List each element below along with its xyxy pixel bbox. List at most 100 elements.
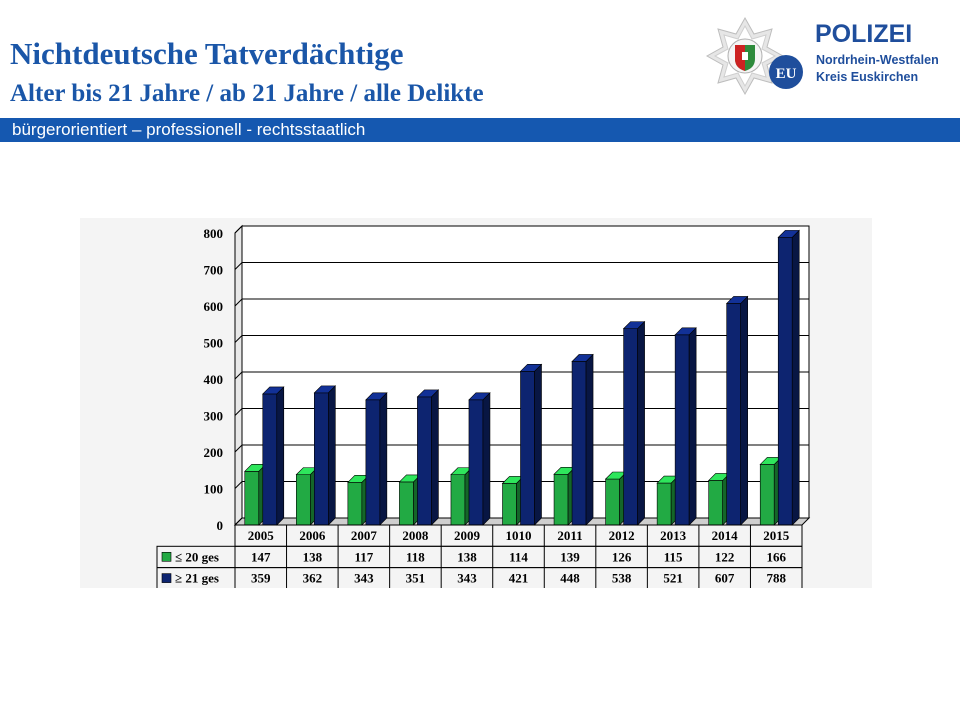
bar-front [571, 361, 587, 526]
bar-side [637, 320, 645, 526]
x-category-label: 2014 [712, 528, 739, 543]
y-tick-label: 300 [204, 409, 224, 424]
bar-side [688, 327, 697, 526]
x-category-label: 2007 [351, 528, 378, 543]
bar-side [328, 385, 336, 526]
y-tick-label: 100 [204, 482, 224, 497]
data-label: 538 [612, 571, 632, 586]
data-label: 138 [303, 549, 323, 564]
page-title: Nichtdeutsche Tatverdächtige [10, 36, 404, 71]
tagline: bürgerorientiert – professionell - recht… [12, 120, 366, 139]
x-category-label: 1010 [506, 528, 532, 543]
data-label: 421 [509, 571, 529, 586]
data-label: 114 [509, 549, 528, 564]
bar-front [605, 478, 620, 526]
bar-front [244, 471, 260, 526]
bar-side [276, 386, 285, 526]
tagline-bar: bürgerorientiert – professionell - recht… [0, 118, 960, 142]
x-category-label: 2005 [248, 528, 274, 543]
police-logo: EU POLIZEI Nordrhein-Westfalen Kreis Eus… [700, 12, 945, 98]
gridline [234, 225, 809, 234]
bar [674, 327, 697, 526]
bar-front [314, 392, 329, 526]
bar [313, 385, 337, 526]
bar-side [740, 295, 748, 526]
logo-title: POLIZEI [815, 20, 913, 48]
gridline [234, 335, 809, 343]
logo-district: Kreis Euskirchen [816, 70, 919, 84]
bar-top [313, 385, 337, 394]
bar [725, 295, 749, 526]
legend-swatch [161, 551, 172, 562]
bar-front [262, 393, 278, 526]
data-label: 788 [766, 571, 786, 586]
chart-panel: 0 100 200 300 400 500 600 700 800 2005 2006 2007 200… [80, 218, 872, 588]
data-label: 448 [560, 571, 580, 586]
x-category-label: 2015 [763, 528, 790, 543]
y-tick-label: 600 [204, 299, 224, 314]
data-label: 521 [663, 571, 683, 586]
bar-front [520, 371, 535, 526]
x-category-label: 2011 [557, 528, 582, 543]
bar-side [791, 229, 800, 526]
bar-front [417, 396, 432, 526]
bar-front [468, 399, 484, 526]
bar [571, 353, 594, 526]
y-tick-label: 0 [217, 518, 224, 533]
bar [519, 363, 543, 526]
data-label: 607 [715, 571, 735, 586]
bar-top [365, 392, 388, 401]
bar-front [553, 473, 569, 526]
bar-front [726, 303, 741, 526]
data-label: 351 [406, 571, 426, 586]
x-category-label: 2013 [660, 528, 687, 543]
bar-top [622, 321, 646, 329]
data-label: 126 [612, 549, 632, 564]
bar-top [416, 389, 440, 398]
gridline [234, 444, 809, 453]
bar [416, 389, 440, 526]
bar-top [777, 230, 800, 238]
bar [468, 392, 491, 526]
bar-front [399, 481, 414, 526]
bar-front [777, 237, 793, 526]
bar-top [519, 364, 543, 372]
logo-region: Nordrhein-Westfalen [816, 53, 939, 67]
data-label: 166 [766, 549, 786, 564]
bar-front [450, 474, 466, 526]
bar-top [674, 327, 697, 336]
x-category-label: 2009 [454, 528, 481, 543]
legend-label: ≤ 20 ges [175, 549, 219, 564]
y-tick-label: 700 [204, 263, 224, 278]
data-label: 139 [560, 549, 580, 564]
x-category-label: 2006 [299, 528, 326, 543]
x-category-label: 2008 [402, 528, 429, 543]
legend-swatch [161, 573, 172, 583]
data-label: 362 [303, 571, 323, 586]
gridline [234, 408, 809, 416]
bar [622, 320, 646, 526]
bar-side [482, 392, 491, 526]
bar-front [708, 480, 723, 526]
gridline [234, 298, 809, 307]
bar-front [623, 328, 638, 526]
bar-front [674, 334, 690, 526]
bar-front [296, 474, 311, 526]
bar-front [365, 399, 381, 526]
data-label: 343 [457, 571, 477, 586]
bar [365, 392, 388, 526]
y-tick-label: 200 [204, 445, 224, 460]
bar-top [725, 296, 749, 304]
data-label: 359 [251, 571, 271, 586]
data-label: 138 [457, 549, 477, 564]
bar-front [347, 481, 363, 526]
data-label: 122 [715, 549, 735, 564]
data-label: 117 [354, 549, 373, 564]
bar-top [262, 386, 285, 395]
page-subtitle: Alter bis 21 Jahre / ab 21 Jahre / alle … [10, 80, 484, 107]
data-label: 343 [354, 571, 374, 586]
data-label: 115 [664, 549, 683, 564]
bar-side [431, 389, 439, 526]
bar-top [571, 354, 594, 362]
x-category-label: 2012 [609, 528, 635, 543]
